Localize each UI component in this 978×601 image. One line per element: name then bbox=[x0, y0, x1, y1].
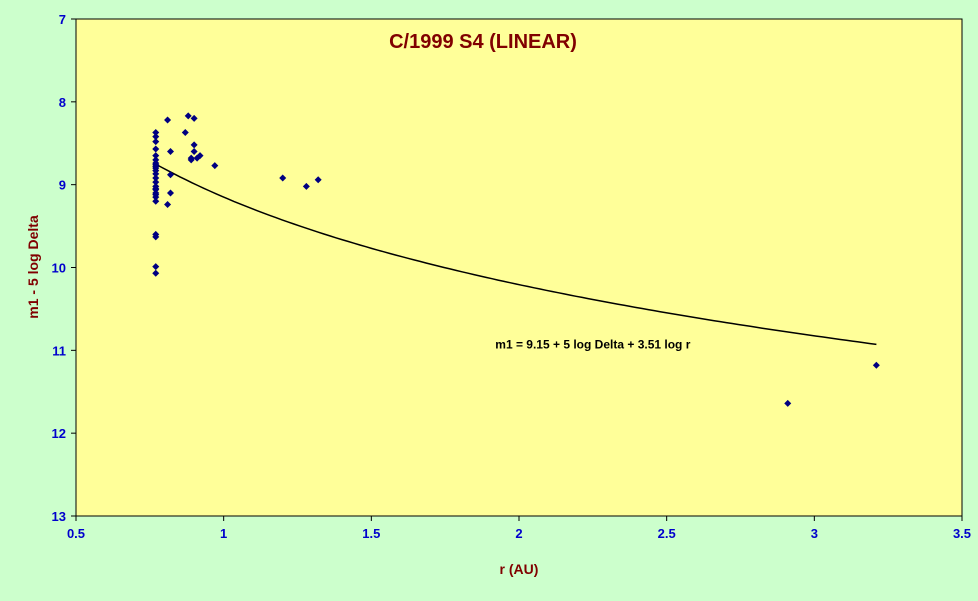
x-tick-label: 3 bbox=[811, 526, 818, 541]
data-point bbox=[181, 128, 189, 136]
data-point bbox=[167, 189, 175, 197]
data-point bbox=[152, 145, 160, 153]
x-tick-label: 2 bbox=[515, 526, 522, 541]
data-point bbox=[152, 152, 160, 160]
data-point bbox=[152, 128, 160, 136]
fit-curve-line bbox=[155, 163, 877, 346]
plot-area bbox=[75, 18, 963, 517]
data-point bbox=[211, 162, 219, 170]
data-point bbox=[187, 156, 195, 164]
data-point bbox=[167, 171, 175, 179]
y-tick-label: 9 bbox=[59, 178, 66, 193]
y-tick-label: 11 bbox=[52, 343, 66, 358]
data-point bbox=[302, 182, 310, 190]
y-tick-label: 8 bbox=[59, 95, 66, 110]
x-tick-label: 1 bbox=[220, 526, 227, 541]
data-point bbox=[152, 185, 160, 193]
data-point bbox=[196, 152, 204, 160]
data-point bbox=[152, 269, 160, 277]
fit-equation-annotation: m1 = 9.15 + 5 log Delta + 3.51 log r bbox=[495, 338, 690, 352]
y-tick-label: 12 bbox=[52, 426, 66, 441]
y-axis-title: m1 - 5 log Delta bbox=[25, 215, 41, 319]
x-axis-title: r (AU) bbox=[500, 561, 539, 577]
data-point bbox=[190, 148, 198, 156]
data-point bbox=[314, 176, 322, 184]
data-point bbox=[152, 170, 160, 178]
data-point bbox=[152, 162, 160, 170]
data-point bbox=[152, 138, 160, 146]
data-point bbox=[190, 114, 198, 122]
data-point bbox=[872, 361, 880, 369]
y-tick-label: 13 bbox=[52, 509, 66, 524]
data-point bbox=[152, 133, 160, 141]
data-point bbox=[164, 201, 172, 209]
data-point bbox=[152, 263, 160, 271]
chart-title: C/1999 S4 (LINEAR) bbox=[389, 31, 577, 53]
data-point bbox=[152, 197, 160, 205]
data-point bbox=[279, 174, 287, 182]
x-tick-label: 2.5 bbox=[658, 526, 676, 541]
data-points-layer bbox=[152, 112, 880, 407]
x-tick-label: 3.5 bbox=[953, 526, 971, 541]
x-tick-label: 0.5 bbox=[67, 526, 85, 541]
x-axis-ticks: 0.5 1 1.5 2 2.5 3 3.5 bbox=[67, 516, 971, 541]
y-tick-label: 10 bbox=[52, 261, 66, 276]
data-point bbox=[167, 148, 175, 156]
fit-curve-layer bbox=[155, 163, 877, 346]
data-point bbox=[184, 112, 192, 120]
data-point bbox=[152, 233, 160, 241]
y-axis-ticks: 7 8 9 10 11 12 13 bbox=[52, 12, 76, 524]
data-point bbox=[152, 191, 160, 199]
y-tick-label: 7 bbox=[59, 12, 66, 27]
data-point bbox=[164, 116, 172, 124]
data-point bbox=[152, 174, 160, 182]
data-point bbox=[190, 141, 198, 149]
x-tick-label: 1.5 bbox=[362, 526, 380, 541]
data-point bbox=[152, 178, 160, 186]
data-point bbox=[784, 399, 792, 407]
